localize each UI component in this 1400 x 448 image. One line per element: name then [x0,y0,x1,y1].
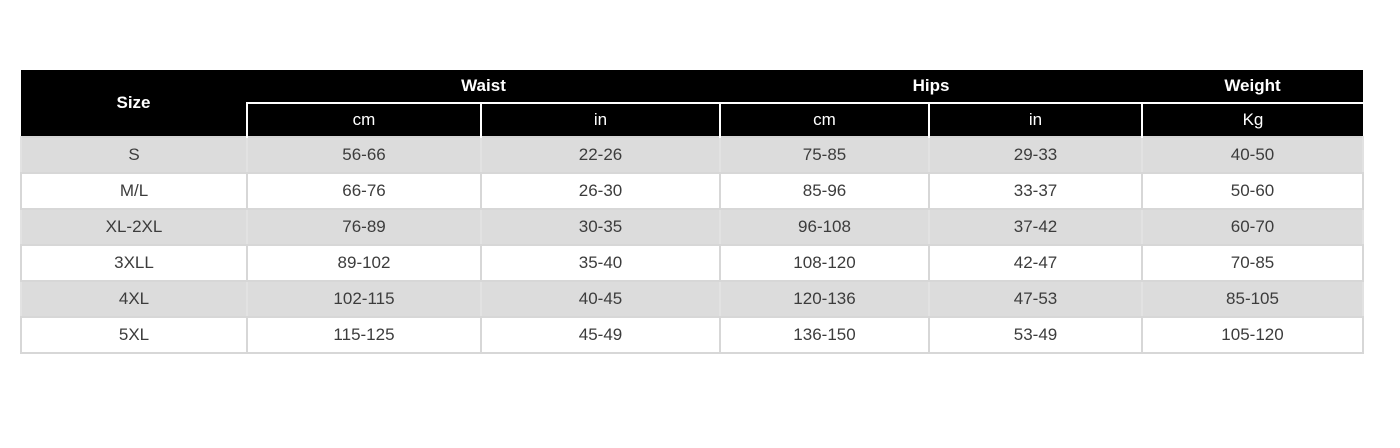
table-row: 3XLL 89-102 35-40 108-120 42-47 70-85 [20,244,1364,282]
waist-cm-cell: 102-115 [246,280,482,318]
table-row: M/L 66-76 26-30 85-96 33-37 50-60 [20,172,1364,210]
weight-kg-cell: 40-50 [1141,136,1364,174]
weight-kg-cell: 60-70 [1141,208,1364,246]
header-waist-in: in [480,102,720,137]
hips-in-cell: 33-37 [928,172,1143,210]
weight-kg-cell: 70-85 [1141,244,1364,282]
size-cell: 3XLL [20,244,248,282]
hips-in-cell: 37-42 [928,208,1143,246]
hips-in-cell: 47-53 [928,280,1143,318]
header-hips-cm: cm [719,102,929,137]
size-cell: XL-2XL [20,208,248,246]
hips-in-cell: 53-49 [928,316,1143,354]
waist-cm-cell: 115-125 [246,316,482,354]
hips-cm-cell: 85-96 [719,172,930,210]
header-waist-cm: cm [246,102,481,137]
hips-cm-cell: 136-150 [719,316,930,354]
header-hips-in: in [928,102,1142,137]
waist-in-cell: 35-40 [480,244,721,282]
header-weight-kg: Kg [1141,102,1363,137]
header-hips: Hips [720,70,1142,103]
waist-in-cell: 26-30 [480,172,721,210]
waist-cm-cell: 56-66 [246,136,482,174]
hips-cm-cell: 96-108 [719,208,930,246]
size-cell: S [20,136,248,174]
waist-cm-cell: 89-102 [246,244,482,282]
waist-in-cell: 22-26 [480,136,721,174]
weight-kg-cell: 85-105 [1141,280,1364,318]
table-row: 5XL 115-125 45-49 136-150 53-49 105-120 [20,316,1364,354]
table-row: 4XL 102-115 40-45 120-136 47-53 85-105 [20,280,1364,318]
waist-cm-cell: 76-89 [246,208,482,246]
size-chart-table: Size Waist Hips Weight cm in cm in Kg S … [20,70,1364,354]
waist-cm-cell: 66-76 [246,172,482,210]
weight-kg-cell: 50-60 [1141,172,1364,210]
weight-kg-cell: 105-120 [1141,316,1364,354]
hips-in-cell: 42-47 [928,244,1143,282]
hips-in-cell: 29-33 [928,136,1143,174]
size-cell: M/L [20,172,248,210]
waist-in-cell: 30-35 [480,208,721,246]
header-waist: Waist [247,70,720,103]
header-weight: Weight [1142,70,1363,103]
table-row: XL-2XL 76-89 30-35 96-108 37-42 60-70 [20,208,1364,246]
size-cell: 4XL [20,280,248,318]
size-cell: 5XL [20,316,248,354]
header-size: Size [21,70,247,137]
table-row: S 56-66 22-26 75-85 29-33 40-50 [20,136,1364,174]
hips-cm-cell: 108-120 [719,244,930,282]
hips-cm-cell: 75-85 [719,136,930,174]
hips-cm-cell: 120-136 [719,280,930,318]
header-group-row: Size Waist Hips Weight [21,70,1363,137]
header-sub-row: cm in cm in Kg [21,102,1363,137]
waist-in-cell: 45-49 [480,316,721,354]
waist-in-cell: 40-45 [480,280,721,318]
